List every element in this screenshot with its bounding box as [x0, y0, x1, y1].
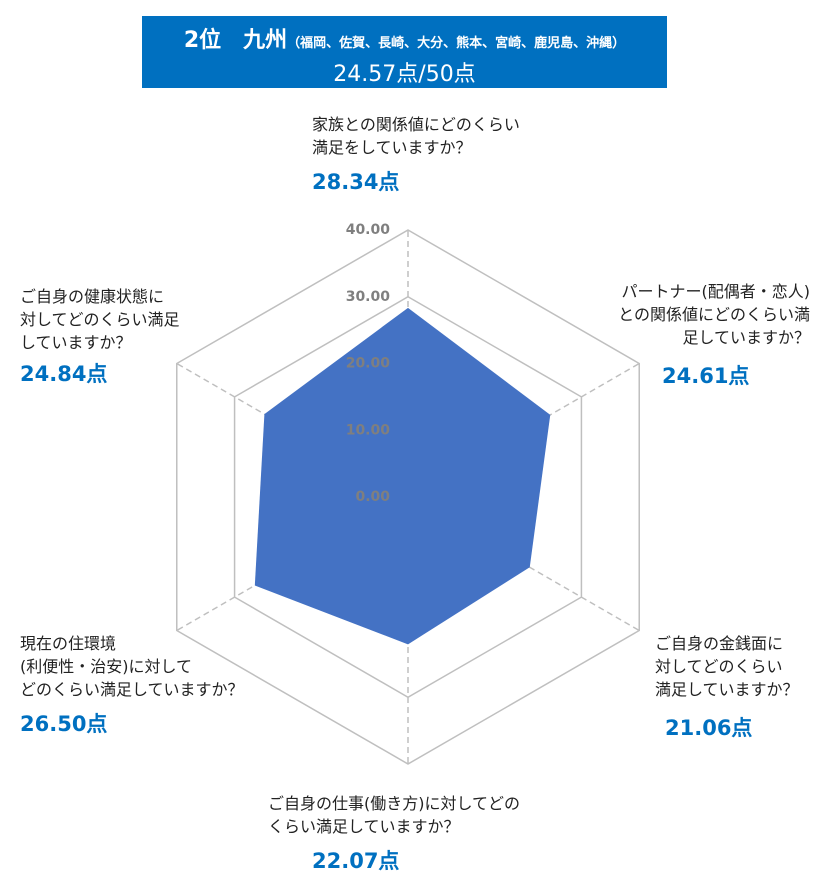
title-row: 2位 九州（福岡、佐賀、長崎、大分、熊本、宮崎、鹿児島、沖縄）	[142, 22, 667, 54]
value-label: 28.34点	[312, 170, 400, 194]
axis-label: パートナー(配偶者・恋人) との関係値にどのくらい満 足していますか？	[618, 282, 810, 347]
value-label: 21.06点	[665, 716, 753, 740]
title: 2位 九州	[183, 28, 288, 53]
subtitle: （福岡、佐賀、長崎、大分、熊本、宮崎、鹿児島、沖縄）	[287, 36, 626, 51]
tick-label: 20.00	[346, 356, 391, 372]
axis-label: ご自身の健康状態に 対してどのくらい満足 していますか？	[20, 287, 180, 352]
axis-label: ご自身の金銭面に 対してどのくらい 満足していますか？	[655, 634, 799, 699]
tick-label: 0.00	[355, 489, 390, 505]
tick-label: 10.00	[346, 422, 391, 438]
header: 2位 九州（福岡、佐賀、長崎、大分、熊本、宮崎、鹿児島、沖縄） 24.57点/5…	[142, 16, 667, 88]
grid-ring	[176, 229, 640, 765]
data-area	[254, 307, 551, 645]
value-label: 24.61点	[662, 364, 750, 388]
tick-label: 40.00	[346, 222, 391, 238]
axis-label: ご自身の仕事(働き方)に対してどの くらい満足していますか？	[268, 794, 521, 836]
value-label: 26.50点	[20, 712, 108, 736]
axis-label: 現在の住環境 (利便性・治安)に対して どのくらい満足していますか？	[20, 634, 244, 699]
value-label: 22.07点	[312, 849, 400, 873]
axis-label: 家族との関係値にどのくらい 満足をしていますか？	[312, 115, 520, 157]
score: 24.57点/50点	[333, 62, 476, 87]
value-label: 24.84点	[20, 362, 108, 386]
tick-label: 30.00	[346, 289, 391, 305]
